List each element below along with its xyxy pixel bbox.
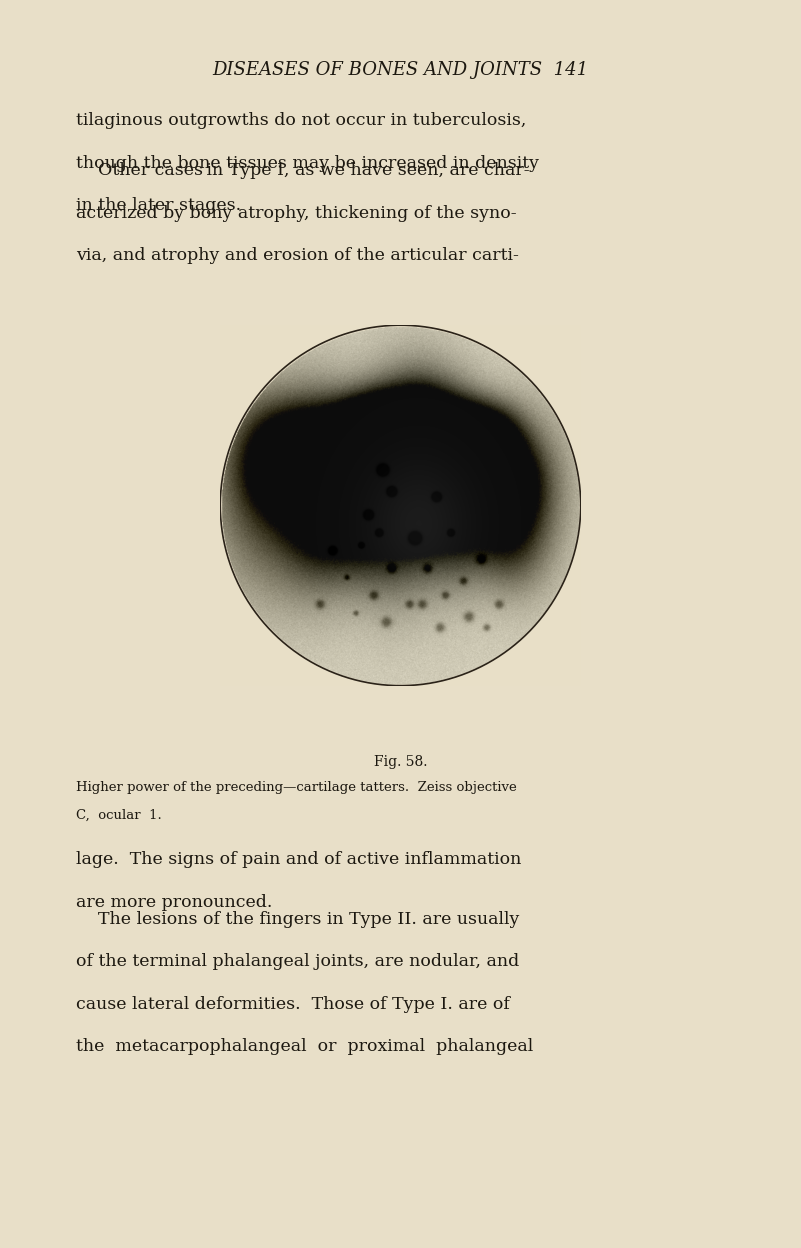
- Text: lage.  The signs of pain and of active inflammation: lage. The signs of pain and of active in…: [76, 851, 521, 869]
- Text: the  metacarpophalangeal  or  proximal  phalangeal: the metacarpophalangeal or proximal phal…: [76, 1038, 533, 1056]
- Text: C,  ocular  1.: C, ocular 1.: [76, 809, 162, 821]
- Text: though the bone tissues may be increased in density: though the bone tissues may be increased…: [76, 155, 539, 172]
- Text: Fig. 58.: Fig. 58.: [374, 755, 427, 769]
- Text: acterized by bony atrophy, thickening of the syno-: acterized by bony atrophy, thickening of…: [76, 205, 517, 222]
- Text: Higher power of the preceding—cartilage tatters.  Zeiss objective: Higher power of the preceding—cartilage …: [76, 781, 517, 794]
- Text: Other cases in Type I, as we have seen, are char-: Other cases in Type I, as we have seen, …: [76, 162, 529, 180]
- Text: tilaginous outgrowths do not occur in tuberculosis,: tilaginous outgrowths do not occur in tu…: [76, 112, 526, 130]
- Text: are more pronounced.: are more pronounced.: [76, 894, 272, 911]
- Text: via, and atrophy and erosion of the articular carti-: via, and atrophy and erosion of the arti…: [76, 247, 519, 265]
- Text: in the later stages.: in the later stages.: [76, 197, 241, 215]
- Text: cause lateral deformities.  Those of Type I. are of: cause lateral deformities. Those of Type…: [76, 996, 510, 1013]
- Text: DISEASES OF BONES AND JOINTS  141: DISEASES OF BONES AND JOINTS 141: [212, 61, 589, 79]
- Text: The lesions of the fingers in Type II. are usually: The lesions of the fingers in Type II. a…: [76, 911, 520, 929]
- Text: of the terminal phalangeal joints, are nodular, and: of the terminal phalangeal joints, are n…: [76, 953, 519, 971]
